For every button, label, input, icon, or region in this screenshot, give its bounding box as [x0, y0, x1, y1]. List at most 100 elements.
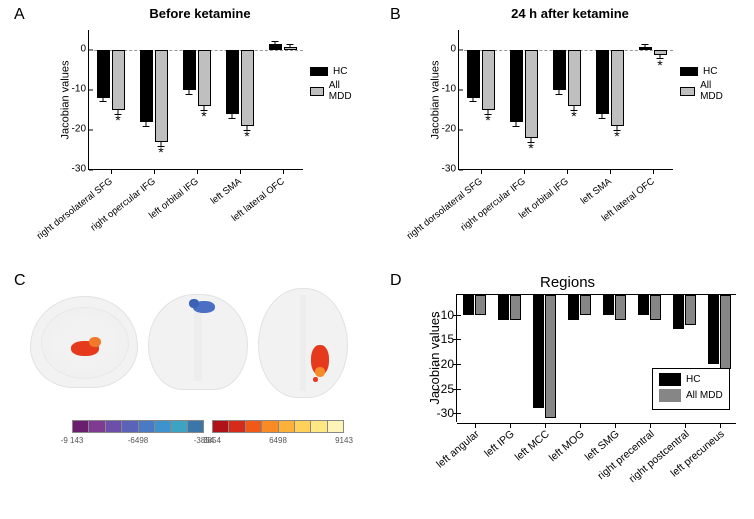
errorbar-cap — [143, 126, 150, 127]
panel-a-plot: -30-20-100**** — [88, 30, 303, 170]
bar-hc — [226, 50, 239, 114]
legend-hc: HC — [703, 66, 717, 77]
bar-mdd — [720, 295, 731, 369]
brain-sagittal — [30, 296, 138, 388]
colorbar-segment — [88, 420, 104, 433]
ytick: -20 — [442, 124, 459, 135]
panel-b-legend: HC All MDD — [680, 66, 730, 105]
legend-mdd: All MDD — [700, 80, 730, 102]
bar-mdd — [568, 50, 581, 106]
colorbar-segment — [294, 420, 310, 433]
panel-d-label: D — [390, 272, 402, 290]
xtick-label: left angular — [434, 428, 482, 471]
xtick-label: left MOG — [546, 428, 586, 464]
significance-star: * — [657, 57, 662, 73]
errorbar-cap — [229, 118, 236, 119]
bar-hc — [467, 50, 480, 98]
significance-star: * — [571, 108, 576, 124]
errorbar-cap — [599, 118, 606, 119]
colorbar-tick: 9143 — [335, 436, 353, 445]
panel-b-label: B — [390, 6, 401, 24]
colorbar-segment — [278, 420, 294, 433]
xtick-label: right dorsolateral SFG — [34, 176, 114, 242]
bar-hc — [603, 295, 614, 315]
panel-d-legend: HC All MDD — [652, 368, 730, 410]
bar-mdd — [155, 50, 168, 142]
colorbar-tick: 6498 — [269, 436, 287, 445]
bar-mdd — [482, 50, 495, 110]
xtick-label: left MCC — [512, 428, 551, 463]
bar-hc — [510, 50, 523, 122]
bar-hc — [498, 295, 509, 320]
errorbar-cap — [556, 94, 563, 95]
panel-d-title: Regions — [540, 274, 595, 291]
colorbar-segment — [261, 420, 277, 433]
panel-a-chart: -30-20-100**** Jacobian values HC All MD… — [60, 30, 340, 230]
ytick: 0 — [450, 44, 459, 55]
panel-c-brains — [30, 288, 360, 418]
colorbar-tick: -6498 — [128, 436, 148, 445]
errorbar-cap — [272, 41, 279, 42]
panel-a-ylabel: Jacobian values — [59, 61, 71, 140]
errorbar-cap — [186, 94, 193, 95]
xtick-label: right dorsolateral SFG — [404, 176, 484, 242]
bar-mdd — [685, 295, 696, 325]
colorbar-segment — [170, 420, 186, 433]
colorbar-segment — [72, 420, 88, 433]
bar-mdd — [198, 50, 211, 106]
bar-hc — [673, 295, 684, 329]
ytick: -30 — [72, 164, 89, 175]
errorbar-cap — [513, 126, 520, 127]
panel-a-label: A — [14, 6, 25, 24]
panel-d-ylabel: Jacobian values — [427, 311, 442, 404]
significance-star: * — [201, 108, 206, 124]
ytick: -20 — [72, 124, 89, 135]
colorbar-segment — [121, 420, 137, 433]
ytick: 0 — [80, 44, 89, 55]
significance-star: * — [158, 144, 163, 160]
colorbar-segment — [245, 420, 261, 433]
colorbar-segment — [327, 420, 344, 433]
significance-star: * — [528, 140, 533, 156]
significance-star: * — [485, 112, 490, 128]
panel-a-legend: HC All MDD — [310, 66, 356, 105]
errorbar-cap — [470, 101, 477, 102]
panel-a-title: Before ketamine — [90, 6, 310, 21]
colorbar-tick: 3854 — [203, 436, 221, 445]
colorbar-segment — [310, 420, 326, 433]
bar-hc — [463, 295, 474, 315]
colorbar-tick: -9 143 — [61, 436, 84, 445]
xtick-label: right postcentral — [626, 428, 691, 485]
bar-hc — [97, 50, 110, 98]
colorbar-pos — [212, 420, 344, 433]
panel-c-label: C — [14, 272, 26, 290]
bar-hc — [639, 47, 652, 50]
bar-mdd — [525, 50, 538, 138]
bar-mdd — [545, 295, 556, 418]
colorbar-segment — [228, 420, 244, 433]
legend-mdd: All MDD — [686, 390, 723, 401]
bar-mdd — [510, 295, 521, 320]
significance-star: * — [244, 128, 249, 144]
bar-hc — [533, 295, 544, 408]
legend-mdd: All MDD — [329, 80, 356, 102]
xtick-label: left IPG — [482, 428, 517, 460]
errorbar-cap — [287, 44, 294, 45]
bar-hc — [708, 295, 719, 364]
bar-mdd — [241, 50, 254, 126]
bar-mdd — [650, 295, 661, 320]
colorbar-segment — [154, 420, 170, 433]
bar-hc — [596, 50, 609, 114]
bar-hc — [553, 50, 566, 90]
colorbar-segment — [212, 420, 228, 433]
brain-axial — [258, 288, 348, 398]
ytick: -30 — [442, 164, 459, 175]
significance-star: * — [115, 112, 120, 128]
bar-mdd — [580, 295, 591, 315]
bar-hc — [269, 44, 282, 50]
xtick-label: left SMA — [578, 176, 613, 207]
xtick-label: left SMA — [208, 176, 243, 207]
bar-hc — [568, 295, 579, 320]
errorbar-cap — [100, 101, 107, 102]
brain-coronal — [148, 294, 248, 390]
